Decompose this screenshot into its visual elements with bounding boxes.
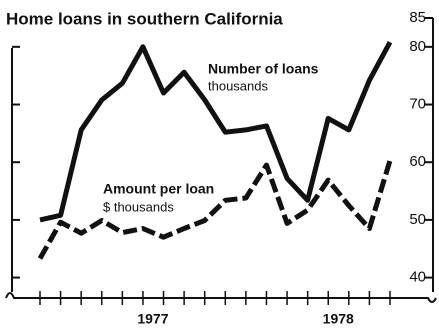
y-tick-label: 80 [409, 38, 426, 55]
y-tick-label: 70 [409, 95, 426, 112]
chart-title: Home loans in southern California [6, 9, 283, 28]
y-tick-label: 50 [409, 211, 426, 228]
x-axis [5, 292, 437, 303]
series-line [37, 159, 393, 260]
y-tick-label: 85 [409, 9, 426, 26]
annotation: thousands [208, 78, 268, 93]
x-tick-label: 1977 [137, 311, 168, 327]
annotation: Number of loans [208, 61, 319, 77]
y-tick-label: 40 [409, 269, 426, 286]
y-tick-label: 60 [409, 153, 426, 170]
x-tick-label: 1978 [323, 311, 354, 327]
series-line [39, 41, 393, 223]
annotation: Amount per loan [103, 181, 214, 197]
annotation: $ thousands [103, 199, 174, 214]
